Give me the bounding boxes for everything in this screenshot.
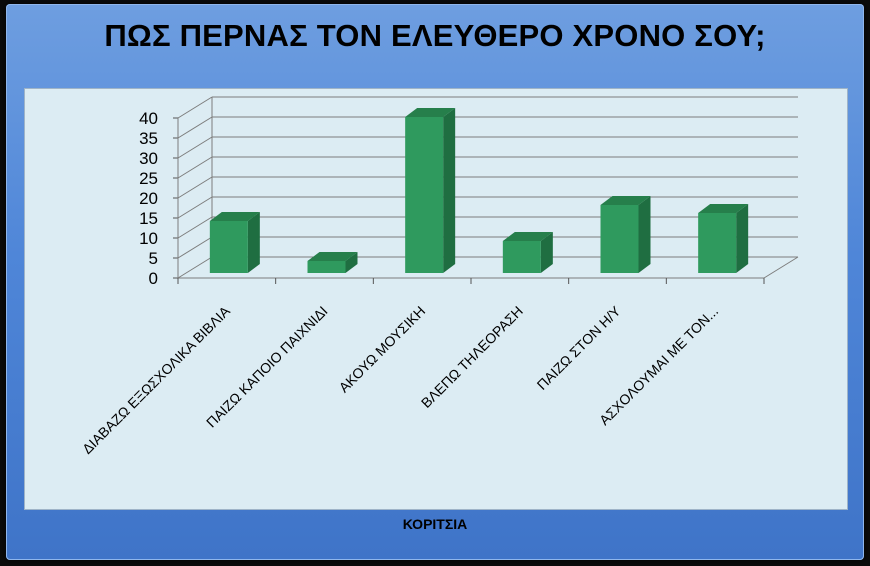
gridline-diagonal xyxy=(177,116,213,139)
x-tick-label: ΑΚΟΥΩ ΜΟΥΣΙΚΗ xyxy=(336,303,429,396)
x-axis-title: ΚΟΡΙΤΣΙΑ xyxy=(402,516,468,532)
bar xyxy=(405,108,456,273)
x-tick-label: ΒΛΕΠΩ ΤΗΛΕΟΡΑΣΗ xyxy=(418,303,526,411)
bar-front xyxy=(698,213,737,273)
y-tick-label: 30 xyxy=(139,149,158,168)
bar-side xyxy=(443,108,456,273)
y-tick-label: 35 xyxy=(139,129,158,148)
gridline-diagonal xyxy=(177,256,213,279)
y-tick-label: 40 xyxy=(139,109,158,128)
y-tick-label: 0 xyxy=(149,269,158,288)
x-tick-label: ΔΙΑΒΑΖΩ ΕΞΩΣΧΟΛΙΚΑ ΒΙΒΛΙΑ xyxy=(79,302,234,457)
bar-front xyxy=(307,261,346,273)
bar-side xyxy=(638,196,651,273)
gridline-diagonal xyxy=(177,96,213,119)
bar xyxy=(600,196,651,273)
bar-side xyxy=(540,232,553,273)
floor-edge xyxy=(763,256,799,279)
y-tick-label: 20 xyxy=(139,189,158,208)
gridline-diagonal xyxy=(177,136,213,159)
bar-top xyxy=(698,204,749,213)
gridline-diagonal xyxy=(177,156,213,179)
gridline-diagonal xyxy=(177,236,213,259)
gridline-diagonal xyxy=(177,176,213,199)
bar-front xyxy=(405,117,444,273)
y-tick-label: 10 xyxy=(139,229,158,248)
chart-title: ΠΩΣ ΠΕΡΝΑΣ ΤΟΝ ΕΛΕΥΘΕΡΟ ΧΡΟΝΟ ΣΟΥ; xyxy=(104,18,766,53)
bar xyxy=(502,232,553,273)
bar-front xyxy=(209,221,248,273)
bar xyxy=(209,212,260,273)
bar xyxy=(307,252,358,273)
bar xyxy=(698,204,749,273)
y-tick-label: 25 xyxy=(139,169,158,188)
bar-top xyxy=(405,108,456,117)
bar-top xyxy=(502,232,553,241)
bar-front xyxy=(600,205,639,273)
bar-top xyxy=(307,252,358,261)
bar-side xyxy=(736,204,749,273)
bar-front xyxy=(502,241,541,273)
bar-top xyxy=(600,196,651,205)
bar-side xyxy=(247,212,260,273)
bar-side xyxy=(345,252,358,273)
gridline-diagonal xyxy=(177,216,213,239)
x-tick-label: ΠΑΙΖΩ ΣΤΟΝ Η/Υ xyxy=(534,302,625,393)
bar-top xyxy=(209,212,260,221)
y-tick-label: 15 xyxy=(139,209,158,228)
gridline-diagonal xyxy=(177,196,213,219)
y-tick-label: 5 xyxy=(149,249,158,268)
